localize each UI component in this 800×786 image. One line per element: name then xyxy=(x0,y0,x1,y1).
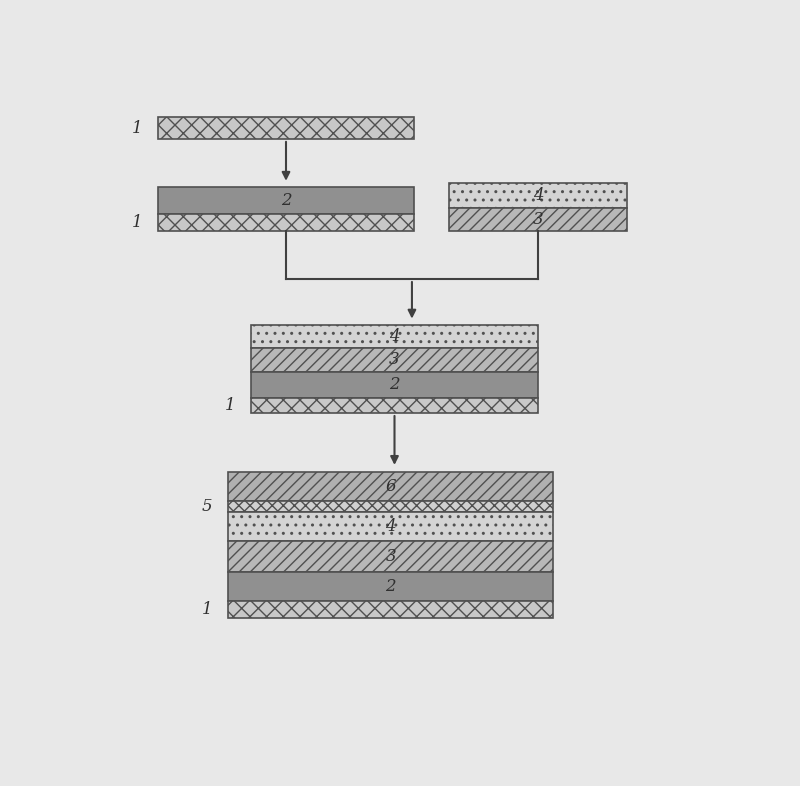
Bar xyxy=(158,187,414,215)
Text: 5: 5 xyxy=(202,498,212,515)
Bar xyxy=(228,601,554,618)
Bar xyxy=(449,183,627,208)
Text: 4: 4 xyxy=(533,187,543,204)
Bar xyxy=(251,325,538,348)
Text: 3: 3 xyxy=(386,548,396,565)
Bar xyxy=(251,398,538,413)
Text: 3: 3 xyxy=(389,351,400,369)
Text: 1: 1 xyxy=(132,215,142,231)
Bar xyxy=(158,215,414,231)
Bar xyxy=(228,541,554,571)
Text: 1: 1 xyxy=(225,397,236,414)
Text: 2: 2 xyxy=(389,376,400,393)
Text: 3: 3 xyxy=(533,211,543,228)
Bar xyxy=(158,117,414,139)
Text: 6: 6 xyxy=(386,478,396,494)
Text: 1: 1 xyxy=(132,119,142,137)
Bar xyxy=(228,472,554,501)
Bar xyxy=(251,372,538,398)
Bar xyxy=(251,348,538,372)
Bar xyxy=(228,501,554,512)
Text: 4: 4 xyxy=(386,518,396,534)
Bar xyxy=(449,208,627,230)
Text: 4: 4 xyxy=(389,329,400,345)
Text: 1: 1 xyxy=(202,601,212,618)
Bar xyxy=(228,512,554,541)
Bar xyxy=(228,571,554,601)
Text: 2: 2 xyxy=(386,578,396,595)
Text: 2: 2 xyxy=(281,192,291,209)
